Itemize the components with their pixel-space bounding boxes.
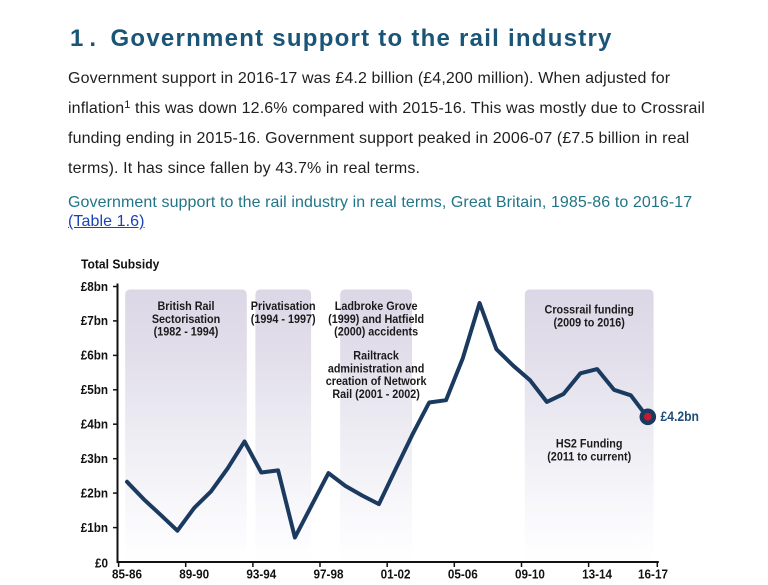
svg-text:Crossrail funding: Crossrail funding [545, 304, 634, 317]
svg-text:(2009 to 2016): (2009 to 2016) [554, 317, 626, 330]
svg-text:Ladbroke Grove: Ladbroke Grove [335, 301, 418, 314]
svg-text:Sectorisation: Sectorisation [152, 313, 220, 326]
svg-text:(2011 to current): (2011 to current) [547, 451, 631, 464]
svg-text:Rail (2001 - 2002): Rail (2001 - 2002) [332, 388, 420, 401]
svg-text:(1994 - 1997): (1994 - 1997) [251, 313, 316, 326]
svg-text:13-14: 13-14 [582, 567, 612, 582]
svg-text:01-02: 01-02 [381, 567, 411, 582]
svg-text:05-06: 05-06 [448, 567, 478, 582]
svg-text:HS2 Funding: HS2 Funding [556, 438, 623, 451]
svg-text:09-10: 09-10 [515, 567, 545, 582]
svg-text:£4bn: £4bn [81, 417, 108, 432]
svg-text:£4.2bn: £4.2bn [661, 408, 700, 424]
svg-text:89-90: 89-90 [179, 567, 209, 582]
svg-text:Railtrack: Railtrack [353, 350, 399, 363]
svg-text:£3bn: £3bn [81, 451, 108, 466]
svg-text:£7bn: £7bn [81, 314, 108, 329]
svg-text:£8bn: £8bn [81, 279, 108, 294]
svg-text:administration and: administration and [328, 363, 425, 376]
svg-text:British Rail: British Rail [158, 301, 215, 314]
svg-text:Privatisation: Privatisation [251, 301, 316, 314]
svg-text:97-98: 97-98 [314, 567, 344, 582]
svg-text:(2000) accidents: (2000) accidents [334, 326, 418, 339]
svg-text:93-94: 93-94 [246, 567, 276, 582]
svg-text:(1999) and Hatfield: (1999) and Hatfield [328, 313, 424, 326]
svg-text:£1bn: £1bn [81, 520, 108, 535]
svg-text:Total Subsidy: Total Subsidy [81, 257, 159, 271]
svg-text:16-17: 16-17 [638, 567, 668, 582]
svg-text:£6bn: £6bn [81, 348, 108, 363]
svg-text:(1982 - 1994): (1982 - 1994) [154, 326, 219, 339]
svg-text:£2bn: £2bn [81, 486, 108, 501]
svg-text:£5bn: £5bn [81, 383, 108, 398]
svg-text:£0: £0 [95, 556, 108, 571]
svg-text:85-86: 85-86 [112, 567, 142, 582]
svg-text:creation of Network: creation of Network [326, 376, 427, 389]
